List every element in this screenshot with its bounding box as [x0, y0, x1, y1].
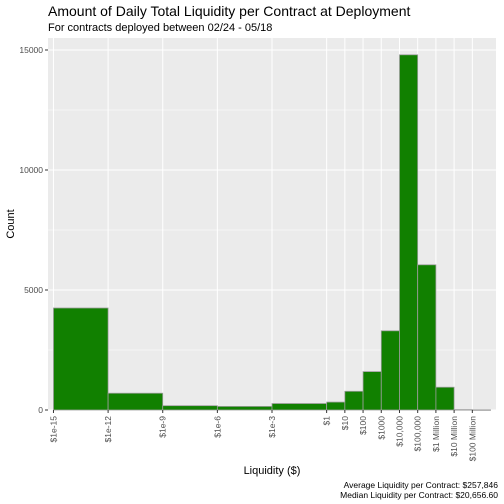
- y-tick-label: 15000: [19, 45, 43, 55]
- x-tick-label: $1e-12: [103, 416, 113, 443]
- y-axis-title: Count: [5, 209, 17, 238]
- x-tick-label: $100: [358, 416, 368, 435]
- median-liquidity-caption: Median Liquidity per Contract: $20,656.6…: [340, 490, 498, 500]
- x-tick-label: $10: [340, 416, 350, 430]
- histogram-bars: [53, 54, 491, 411]
- x-tick-label: $1 Million: [431, 416, 441, 452]
- histogram-bar: [53, 307, 109, 411]
- histogram-bar: [471, 409, 491, 411]
- histogram-bar: [435, 386, 455, 411]
- chart-subtitle: For contracts deployed between 02/24 - 0…: [48, 22, 273, 34]
- histogram-bar: [380, 330, 400, 411]
- chart-title: Amount of Daily Total Liquidity per Cont…: [48, 3, 411, 19]
- histogram-bar: [107, 392, 164, 411]
- y-tick-label: 10000: [19, 165, 43, 175]
- x-tick-label: $1000: [376, 416, 386, 440]
- x-tick-label: $1e-15: [48, 416, 58, 443]
- histogram-bar: [417, 264, 437, 411]
- y-axis: 0 5000 10000 15000: [19, 45, 48, 415]
- histogram-bar: [362, 371, 382, 411]
- histogram-bar: [453, 409, 473, 411]
- x-tick-label: $1: [322, 416, 332, 426]
- y-tick-label: 0: [38, 405, 43, 415]
- average-liquidity-caption: Average Liquidity per Contract: $257,846: [343, 480, 498, 490]
- x-axis-title: Liquidity ($): [244, 465, 301, 477]
- x-tick-label: $100,000: [413, 416, 423, 452]
- histogram-bar: [326, 401, 346, 411]
- x-tick-label: $1e-9: [158, 416, 168, 438]
- histogram-bar: [162, 405, 218, 411]
- histogram-bar: [271, 403, 328, 411]
- x-tick-label: $1e-3: [267, 416, 277, 438]
- x-tick-label: $10,000: [394, 416, 404, 447]
- histogram-bar: [344, 390, 364, 411]
- y-tick-label: 5000: [24, 285, 43, 295]
- histogram-bar: [216, 405, 273, 411]
- x-axis: $1e-15 $1e-12 $1e-9 $1e-6 $1e-3 $1 $10 $100 $100…: [48, 410, 477, 461]
- x-tick-label: $100 Million: [467, 416, 477, 462]
- x-tick-label: $10 Million: [449, 416, 459, 457]
- x-tick-label: $1e-6: [212, 416, 222, 438]
- histogram-bar: [399, 54, 419, 411]
